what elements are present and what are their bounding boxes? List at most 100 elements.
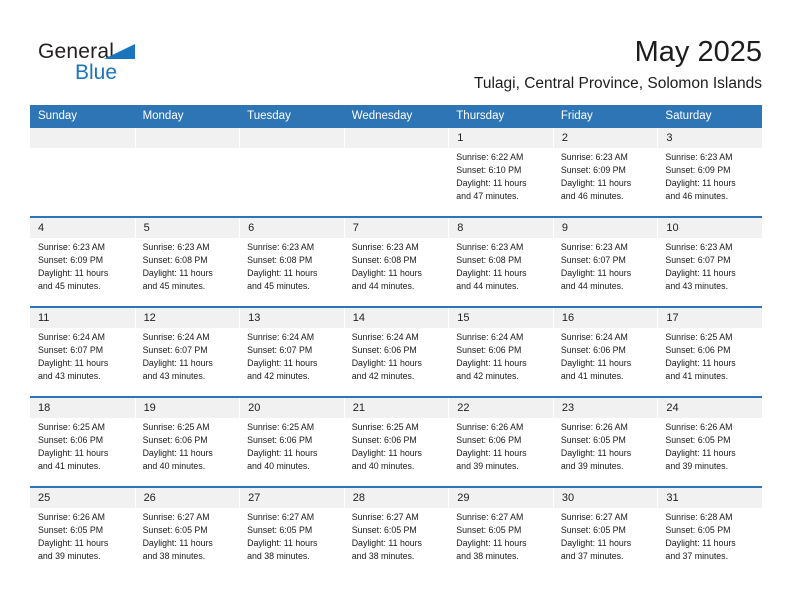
sunset-text: Sunset: 6:08 PM <box>351 255 417 265</box>
day-cell: Sunrise: 6:23 AM Sunset: 6:08 PM Daylight:… <box>448 238 553 306</box>
daylight-text-line1: Daylight: 11 hours <box>665 448 736 458</box>
day-cell: Sunrise: 6:26 AM Sunset: 6:05 PM Daylight:… <box>30 508 135 576</box>
day-cell: Sunrise: 6:23 AM Sunset: 6:08 PM Daylight:… <box>344 238 449 306</box>
day-number: 17 <box>666 312 679 324</box>
daylight-text-line1: Daylight: 11 hours <box>560 358 632 368</box>
sunset-text: Sunset: 6:06 PM <box>247 435 313 445</box>
daylight-text-line2: and 38 minutes. <box>142 551 206 561</box>
day-number-cell: 8 <box>448 218 553 238</box>
day-number: 23 <box>561 402 575 414</box>
daylight-text-line1: Daylight: 11 hours <box>247 268 318 278</box>
day-number: 19 <box>143 402 156 414</box>
daylight-text-line1: Daylight: 11 hours <box>560 538 632 548</box>
sunset-text: Sunset: 6:06 PM <box>560 345 626 355</box>
day-number: 3 <box>666 132 673 144</box>
day-body-row: Sunrise: 6:25 AM Sunset: 6:06 PM Daylight:… <box>30 418 762 486</box>
daylight-text-line2: and 39 minutes. <box>38 551 101 561</box>
daylight-text-line2: and 45 minutes. <box>38 281 101 291</box>
sunset-text: Sunset: 6:09 PM <box>665 165 731 175</box>
sunrise-text: Sunrise: 6:25 AM <box>351 422 419 432</box>
day-cell: Sunrise: 6:23 AM Sunset: 6:09 PM Daylight:… <box>657 148 762 216</box>
day-cell: Sunrise: 6:24 AM Sunset: 6:06 PM Daylight:… <box>448 328 553 396</box>
daylight-text-line1: Daylight: 11 hours <box>560 448 632 458</box>
sunrise-text: Sunrise: 6:28 AM <box>665 512 733 522</box>
daylight-text-line2: and 45 minutes. <box>142 281 206 291</box>
daylight-text-line1: Daylight: 11 hours <box>247 358 318 368</box>
day-number-cell: 9 <box>552 218 658 238</box>
empty-day-number-cell <box>134 128 240 148</box>
day-number: 4 <box>38 222 45 234</box>
daylight-text-line2: and 39 minutes. <box>665 461 729 471</box>
weekday-thursday: Thursday <box>456 109 505 122</box>
sunrise-text: Sunrise: 6:27 AM <box>456 512 524 522</box>
sunrise-text: Sunrise: 6:27 AM <box>247 512 315 522</box>
general-blue-logo: General Blue <box>38 41 148 83</box>
day-number: 7 <box>352 222 359 234</box>
day-number-cell: 7 <box>343 218 449 238</box>
day-number: 25 <box>38 492 51 504</box>
week-row: 1 2 3 Sunrise: 6:22 AM Sunset: 6:10 PM Daylig… <box>30 126 762 216</box>
day-number-cell: 17 <box>657 308 762 328</box>
sunset-text: Sunset: 6:07 PM <box>38 345 104 355</box>
sunrise-text: Sunrise: 6:26 AM <box>560 422 628 432</box>
day-number: 8 <box>457 222 464 234</box>
daylight-text-line2: and 40 minutes. <box>142 461 206 471</box>
weekday-header-row: Sunday Monday Tuesday Wednesday Thursday… <box>30 105 762 126</box>
daylight-text-line2: and 37 minutes. <box>665 551 729 561</box>
daylight-text-line1: Daylight: 11 hours <box>38 448 109 458</box>
day-number-band: 25 26 27 28 29 30 31 <box>30 488 762 508</box>
day-cell: Sunrise: 6:23 AM Sunset: 6:09 PM Daylight:… <box>30 238 135 306</box>
weekday-saturday: Saturday <box>665 109 712 122</box>
daylight-text-line1: Daylight: 11 hours <box>38 358 109 368</box>
day-cell: Sunrise: 6:27 AM Sunset: 6:05 PM Daylight:… <box>239 508 344 576</box>
sunrise-text: Sunrise: 6:27 AM <box>351 512 419 522</box>
daylight-text-line1: Daylight: 11 hours <box>456 448 527 458</box>
day-number-cell: 29 <box>448 488 553 508</box>
day-number-band: 1 2 3 <box>30 128 762 148</box>
daylight-text-line2: and 39 minutes. <box>560 461 624 471</box>
day-number-cell: 30 <box>552 488 658 508</box>
daylight-text-line2: and 45 minutes. <box>247 281 310 291</box>
day-cell: Sunrise: 6:26 AM Sunset: 6:06 PM Daylight:… <box>448 418 553 486</box>
day-cell: Sunrise: 6:26 AM Sunset: 6:05 PM Daylight:… <box>553 418 658 486</box>
day-cell: Sunrise: 6:24 AM Sunset: 6:07 PM Daylight:… <box>135 328 240 396</box>
day-cell: Sunrise: 6:23 AM Sunset: 6:07 PM Daylight:… <box>553 238 658 306</box>
daylight-text-line1: Daylight: 11 hours <box>351 268 422 278</box>
sunrise-text: Sunrise: 6:25 AM <box>142 422 210 432</box>
day-body-row: Sunrise: 6:24 AM Sunset: 6:07 PM Daylight:… <box>30 328 762 396</box>
daylight-text-line2: and 38 minutes. <box>456 551 519 561</box>
sunrise-text: Sunrise: 6:25 AM <box>38 422 105 432</box>
day-number: 31 <box>666 492 679 504</box>
daylight-text-line1: Daylight: 11 hours <box>456 358 527 368</box>
empty-day-number-cell <box>30 128 135 148</box>
day-number: 1 <box>457 132 464 144</box>
sunrise-text: Sunrise: 6:26 AM <box>38 512 105 522</box>
sunset-text: Sunset: 6:06 PM <box>351 345 417 355</box>
weekday-tuesday: Tuesday <box>247 109 291 122</box>
sunset-text: Sunset: 6:07 PM <box>560 255 626 265</box>
daylight-text-line2: and 46 minutes. <box>560 191 624 201</box>
sunrise-text: Sunrise: 6:22 AM <box>456 152 524 162</box>
daylight-text-line1: Daylight: 11 hours <box>456 268 527 278</box>
daylight-text-line1: Daylight: 11 hours <box>142 538 213 548</box>
day-number: 22 <box>457 402 470 414</box>
day-number: 21 <box>352 402 365 414</box>
daylight-text-line1: Daylight: 11 hours <box>38 268 109 278</box>
calendar-grid: 1 2 3 Sunrise: 6:22 AM Sunset: 6:10 PM Daylig… <box>30 126 762 576</box>
day-cell: Sunrise: 6:25 AM Sunset: 6:06 PM Daylight:… <box>657 328 762 396</box>
daylight-text-line1: Daylight: 11 hours <box>665 178 736 188</box>
day-number-cell: 15 <box>448 308 553 328</box>
title-block: May 2025 Tulagi, Central Province, Solom… <box>474 36 762 93</box>
daylight-text-line1: Daylight: 11 hours <box>351 538 422 548</box>
day-number: 9 <box>561 222 568 234</box>
day-number-cell: 10 <box>657 218 762 238</box>
day-number-cell: 12 <box>134 308 240 328</box>
day-number: 10 <box>666 222 679 234</box>
sunset-text: Sunset: 6:09 PM <box>560 165 626 175</box>
daylight-text-line1: Daylight: 11 hours <box>665 268 736 278</box>
day-number: 30 <box>561 492 575 504</box>
sunrise-text: Sunrise: 6:24 AM <box>456 332 524 342</box>
location-subtitle: Tulagi, Central Province, Solomon Island… <box>473 75 762 92</box>
day-number-cell: 4 <box>30 218 135 238</box>
